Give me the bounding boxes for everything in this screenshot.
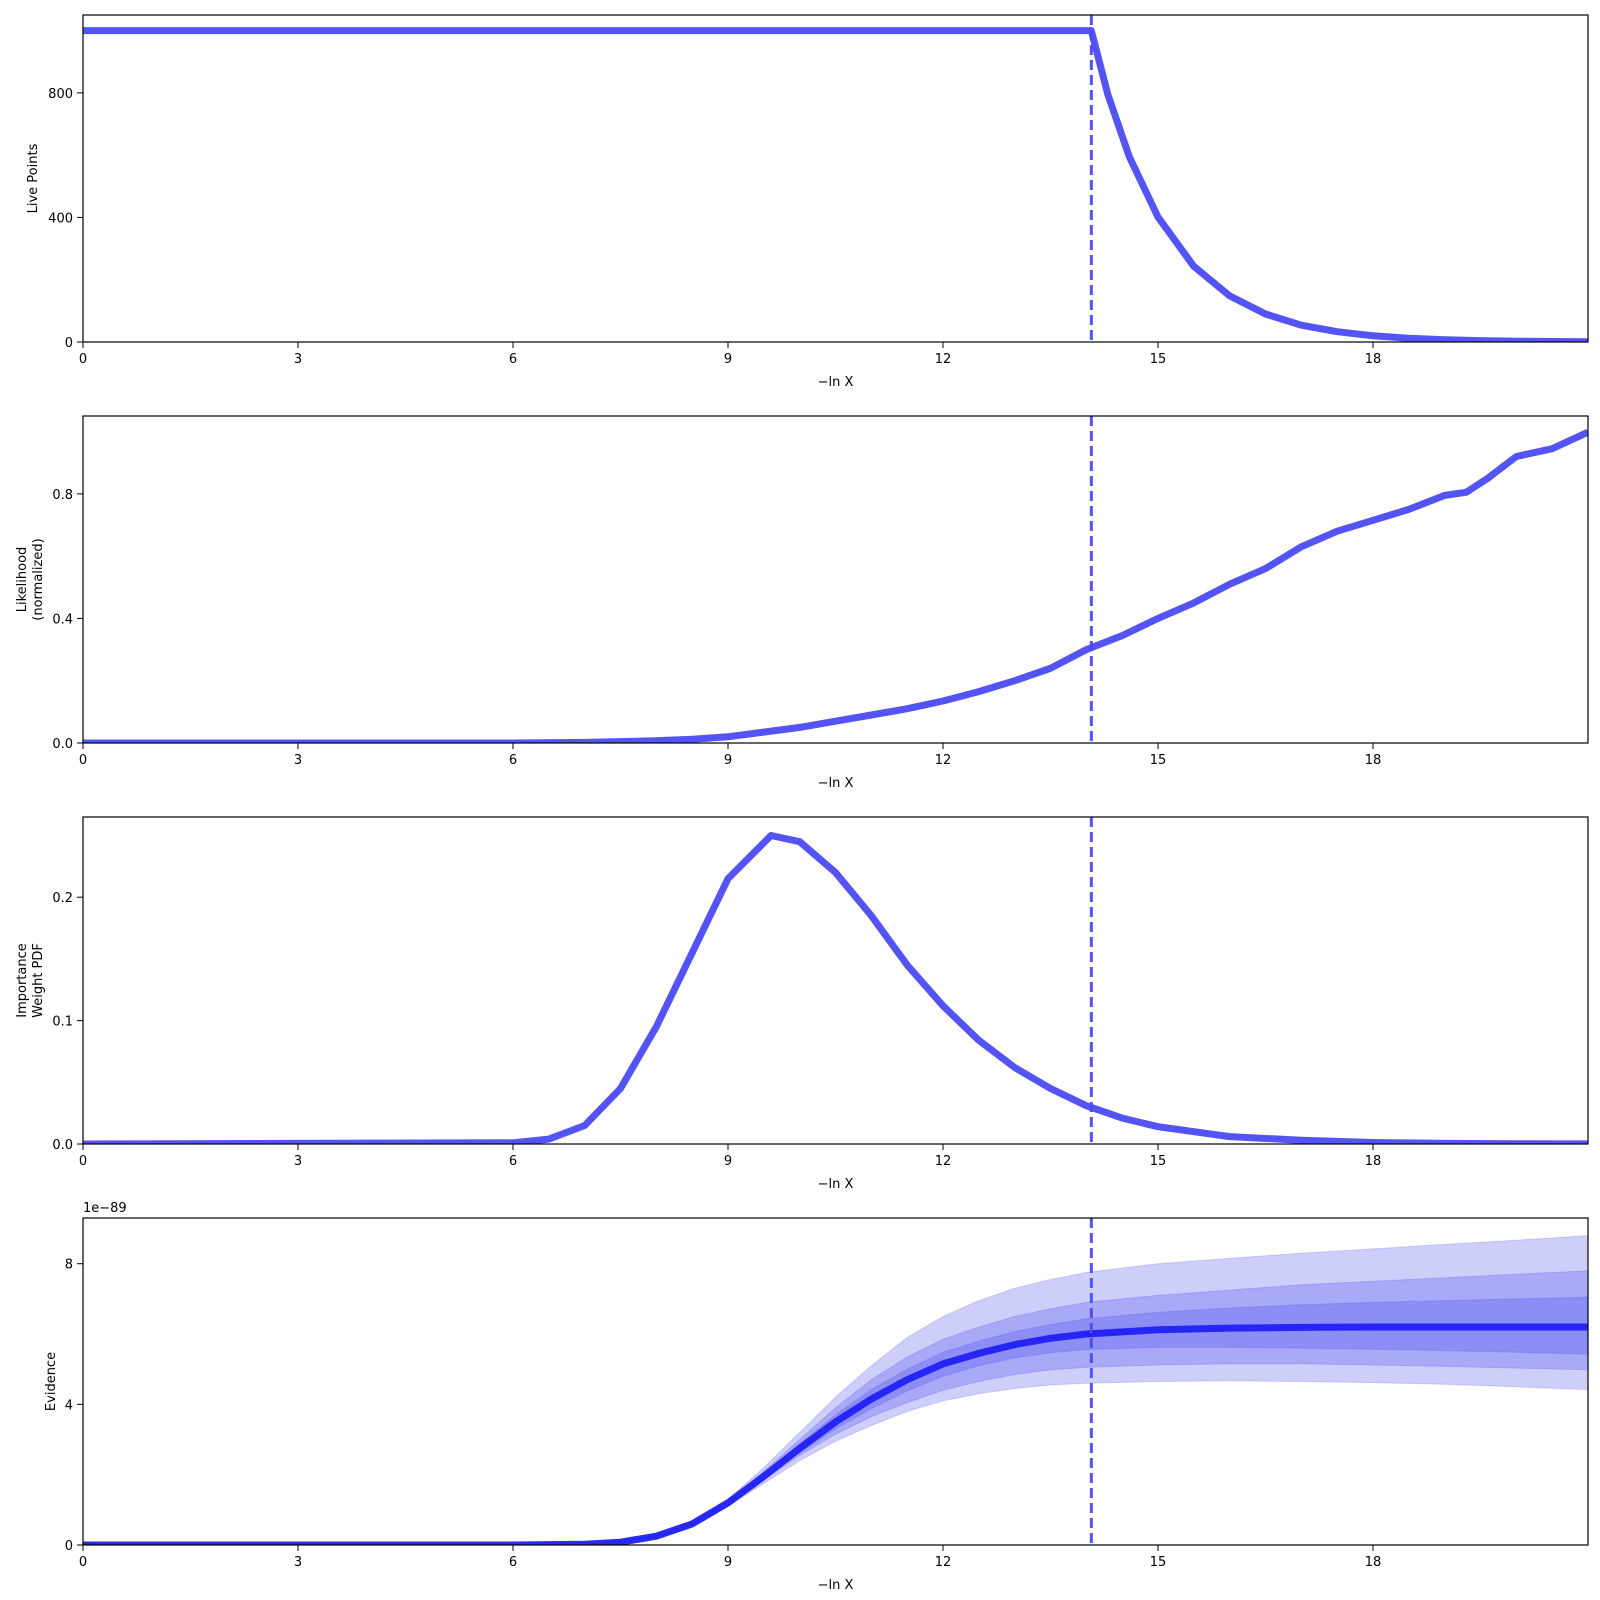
plot-area — [83, 416, 1588, 743]
y-tick-label: 0.4 — [52, 612, 73, 627]
y-offset-label: 1e−89 — [83, 1201, 127, 1216]
y-axis-label: Evidence — [44, 1352, 59, 1411]
x-axis-label: −ln X — [818, 1177, 854, 1192]
x-tick-label: 18 — [1365, 753, 1382, 768]
y-axis-label: Importance — [15, 943, 30, 1018]
x-axis-label: −ln X — [818, 776, 854, 791]
axes-frame — [82, 1217, 1589, 1546]
x-tick-label: 9 — [724, 753, 732, 768]
confidence-band-2sigma — [83, 1270, 1588, 1545]
x-tick-label: 3 — [294, 753, 302, 768]
x-tick-label: 12 — [935, 753, 952, 768]
x-tick-label: 6 — [509, 352, 517, 367]
plot-area — [83, 817, 1588, 1144]
y-tick-label: 400 — [48, 211, 73, 226]
x-tick-label: 3 — [294, 352, 302, 367]
x-tick-label: 6 — [509, 1154, 517, 1169]
axes-frame — [82, 415, 1589, 744]
x-tick-label: 3 — [294, 1154, 302, 1169]
y-axis-label: Live Points — [26, 143, 41, 213]
y-tick-label: 0 — [65, 336, 73, 351]
x-axis-label: −ln X — [818, 375, 854, 390]
x-tick-label: 18 — [1365, 1555, 1382, 1570]
series-line — [83, 27, 1588, 342]
x-axis-label: −ln X — [818, 1578, 854, 1593]
series-line — [83, 1323, 1588, 1545]
likelihood-panel: 0 3 6 9 12 15 18 0.0 0.4 0.8 −ln X Likelihood (norma… — [15, 415, 1589, 791]
y-tick-label: 0 — [65, 1539, 73, 1554]
confidence-band-3sigma — [83, 1235, 1588, 1545]
y-axis-label: Likelihood — [15, 547, 30, 613]
x-tick-label: 0 — [79, 753, 87, 768]
series-line — [83, 832, 1588, 1144]
axes-frame — [82, 14, 1589, 343]
y-tick-label: 0.8 — [52, 488, 73, 503]
x-tick-label: 0 — [79, 352, 87, 367]
y-tick-label: 0.0 — [52, 737, 73, 752]
x-tick-label: 0 — [79, 1555, 87, 1570]
y-tick-label: 800 — [48, 87, 73, 102]
y-tick-label: 0.0 — [52, 1138, 73, 1153]
axes-frame — [82, 816, 1589, 1145]
x-tick-label: 6 — [509, 753, 517, 768]
live-points-panel: 0 3 6 9 12 15 18 0 400 800 −ln X Live Points — [26, 14, 1589, 390]
y-tick-label: 8 — [65, 1258, 73, 1273]
importance-weight-panel: 0 3 6 9 12 15 18 0.0 0.1 0.2 −ln X Importance Weight… — [15, 816, 1589, 1192]
x-tick-label: 12 — [935, 352, 952, 367]
x-tick-label: 18 — [1365, 1154, 1382, 1169]
x-tick-label: 15 — [1150, 753, 1167, 768]
x-tick-label: 15 — [1150, 352, 1167, 367]
x-tick-label: 12 — [935, 1154, 952, 1169]
x-tick-label: 6 — [509, 1555, 517, 1570]
x-tick-label: 15 — [1150, 1154, 1167, 1169]
evidence-panel: 0 3 6 9 12 15 18 0 4 8 −ln X Evidence 1e−89 — [44, 1201, 1589, 1593]
series-line — [83, 429, 1588, 743]
x-tick-label: 3 — [294, 1555, 302, 1570]
x-tick-label: 18 — [1365, 352, 1382, 367]
x-tick-label: 9 — [724, 1154, 732, 1169]
y-tick-label: 4 — [65, 1398, 73, 1413]
x-tick-label: 12 — [935, 1555, 952, 1570]
y-tick-label: 0.1 — [52, 1015, 73, 1030]
plot-area — [83, 15, 1588, 342]
x-tick-label: 9 — [724, 1555, 732, 1570]
x-tick-label: 0 — [79, 1154, 87, 1169]
x-tick-label: 15 — [1150, 1555, 1167, 1570]
y-axis-label: (normalized) — [31, 538, 46, 620]
plot-area — [83, 1218, 1588, 1545]
y-tick-label: 0.2 — [52, 891, 73, 906]
y-axis-label: Weight PDF — [31, 943, 46, 1018]
x-tick-label: 9 — [724, 352, 732, 367]
